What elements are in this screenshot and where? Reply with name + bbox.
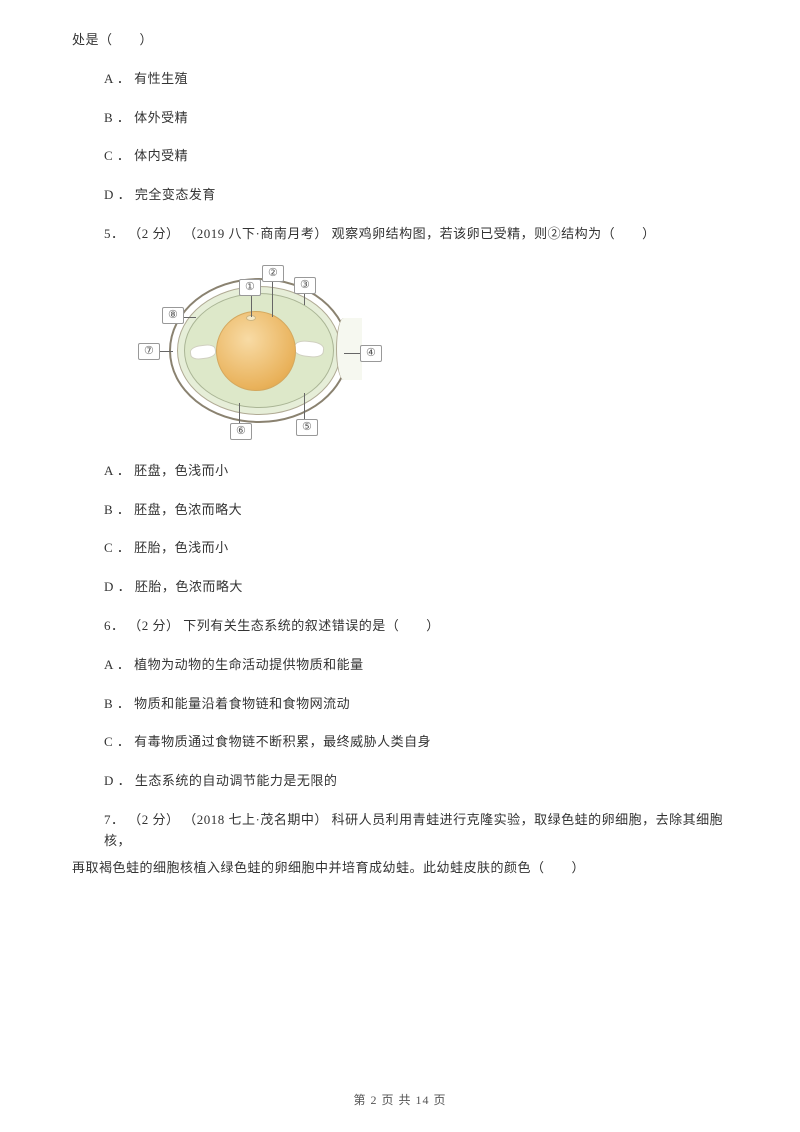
q6-stem: 6． （2 分） 下列有关生态系统的叙述错误的是（ ） (72, 616, 728, 637)
page-footer: 第 2 页 共 14 页 (0, 1091, 800, 1108)
label-4: ④ (360, 345, 382, 362)
q4-option-d[interactable]: D ． 完全变态发育 (72, 185, 728, 206)
label-5: ⑤ (296, 419, 318, 436)
label-6: ⑥ (230, 423, 252, 440)
air-cell-shape (336, 318, 362, 380)
q4-option-c[interactable]: C ． 体内受精 (72, 146, 728, 167)
q7-stem-line2: 再取褐色蛙的细胞核植入绿色蛙的卵细胞中并培育成幼蛙。此幼蛙皮肤的颜色（ ） (72, 858, 728, 879)
q5-option-b[interactable]: B ． 胚盘，色浓而略大 (72, 500, 728, 521)
q4-option-a[interactable]: A ． 有性生殖 (72, 69, 728, 90)
label-2: ② (262, 265, 284, 282)
q4-option-b[interactable]: B ． 体外受精 (72, 108, 728, 129)
q6-option-c[interactable]: C ． 有毒物质通过食物链不断积累，最终威胁人类自身 (72, 732, 728, 753)
label-7: ⑦ (138, 343, 160, 360)
q5-option-d[interactable]: D ． 胚胎，色浓而略大 (72, 577, 728, 598)
q5-option-a[interactable]: A ． 胚盘，色浅而小 (72, 461, 728, 482)
q6-option-b[interactable]: B ． 物质和能量沿着食物链和食物网流动 (72, 694, 728, 715)
q5-option-c[interactable]: C ． 胚胎，色浅而小 (72, 538, 728, 559)
q7-stem-line1: 7． （2 分） （2018 七上·茂名期中） 科研人员利用青蛙进行克隆实验，取… (72, 810, 728, 852)
label-8: ⑧ (162, 307, 184, 324)
label-1: ① (239, 279, 261, 296)
egg-structure-diagram: ① ② ③ ④ ⑤ ⑥ ⑦ ⑧ (144, 263, 374, 443)
q6-option-a[interactable]: A ． 植物为动物的生命活动提供物质和能量 (72, 655, 728, 676)
label-3: ③ (294, 277, 316, 294)
q4-stem-fragment: 处是（ ） (72, 30, 728, 51)
yolk-shape (216, 311, 296, 391)
q6-option-d[interactable]: D ． 生态系统的自动调节能力是无限的 (72, 771, 728, 792)
q5-stem: 5． （2 分） （2019 八下·商南月考） 观察鸡卵结构图，若该卵已受精，则… (72, 224, 728, 245)
